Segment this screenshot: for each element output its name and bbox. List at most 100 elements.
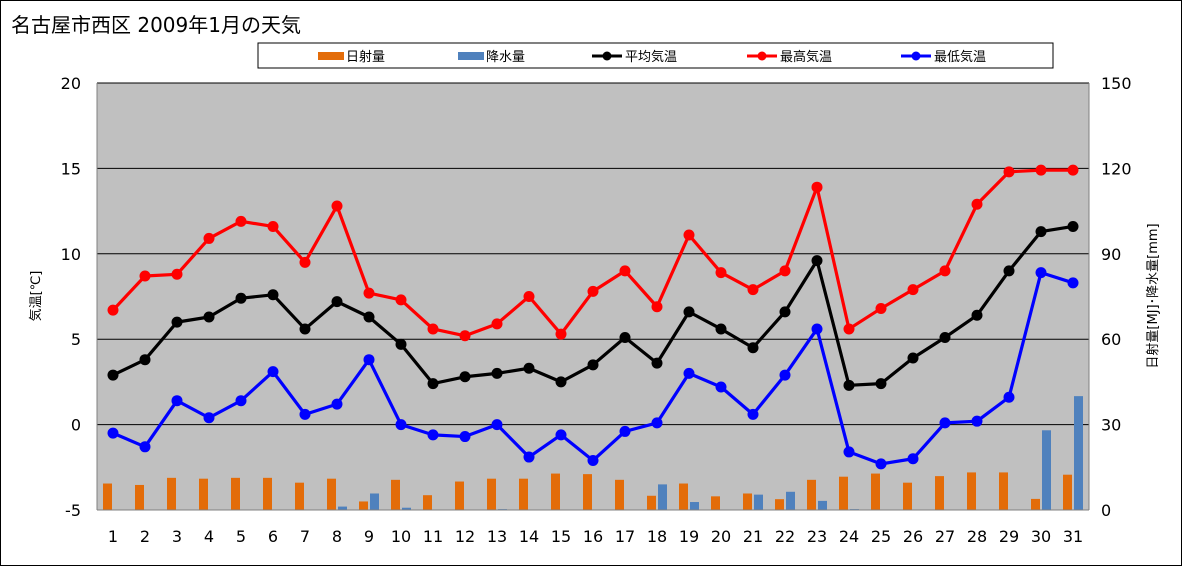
x-tick-label: 20 [711,527,731,546]
max-temp-point [843,323,855,335]
y-left-tick-label: 10 [61,245,81,264]
min-temp-point [459,431,471,443]
bar-precip [754,494,763,510]
max-temp-point [363,287,375,299]
x-tick-label: 4 [204,527,214,546]
x-tick-label: 24 [839,527,859,546]
max-temp-point [587,285,599,297]
min-temp-point [587,454,599,466]
y-left-tick-label: 5 [71,330,81,349]
avg-temp-point [267,289,279,301]
bar-precip [786,491,795,510]
min-temp-point [203,412,215,424]
x-tick-label: 8 [332,527,342,546]
left-tick-labels: -5 0 5 10 15 20 [61,74,81,520]
max-temp-point [971,198,983,210]
max-temp-point [683,229,695,241]
avg-temp-point [587,359,599,371]
avg-temp-point [523,362,535,374]
min-temp-point [1035,267,1047,279]
y-right-tick-label: 120 [1101,159,1132,178]
y-right-tick-label: 60 [1101,330,1121,349]
x-tick-label: 16 [583,527,603,546]
avg-temp-point [907,352,919,364]
gridlines [97,82,1089,426]
bar-solar [935,476,944,510]
x-tick-label: 9 [364,527,374,546]
x-tick-label: 26 [903,527,923,546]
bar-solar [679,483,688,510]
x-tick-label: 19 [679,527,699,546]
x-tick-label: 11 [423,527,443,546]
bar-solar [423,495,432,510]
axes [96,83,1090,511]
bar-precip [690,502,699,510]
y-right-tick-label: 90 [1101,245,1121,264]
avg-temp-point [427,378,439,390]
bar-precip [818,500,827,510]
x-tick-label: 18 [647,527,667,546]
max-temp-point [299,256,311,268]
max-temp-point [491,318,503,330]
min-temp-point [235,395,247,407]
x-tick-label: 2 [140,527,150,546]
min-temp-point [331,398,343,410]
x-tick-labels: 1 2 3 4 5 6 7 8 9 10 11 12 13 14 15 16 17 18 19 20 21 22 23 24 2… [108,527,1083,546]
min-temp-point [779,369,791,381]
avg-temp-point [139,354,151,366]
bar-precip [338,506,347,510]
x-tick-label: 15 [551,527,571,546]
avg-temp-point [779,306,791,318]
lines [107,164,1079,470]
avg-temp-point [363,311,375,323]
min-temp-point [363,354,375,366]
max-temp-point [427,323,439,335]
y-right-tick-label: 30 [1101,416,1121,435]
x-tick-label: 17 [615,527,635,546]
min-temp-point [107,427,119,439]
x-tick-label: 30 [1031,527,1051,546]
max-temp-point [619,265,631,277]
min-temp-point [523,451,535,463]
bar-solar [391,479,400,510]
legend: 日射量 降水量 平均気温 最高気温 最低気温 [257,42,1054,69]
legend-swatch [318,52,344,60]
x-tick-label: 29 [999,527,1019,546]
min-temp-point [427,429,439,441]
avg-temp-point [843,379,855,391]
x-tick-label: 31 [1063,527,1083,546]
x-tick-label: 7 [300,527,310,546]
chart-title: 名古屋市西区 2009年1月の天気 [11,13,301,37]
avg-temp-point [235,292,247,304]
avg-temp-point [1067,220,1079,232]
bar-solar [1031,498,1040,510]
min-temp-point [171,395,183,407]
max-temp-point [907,284,919,296]
max-temp-point [395,294,407,306]
avg-temp-point [107,369,119,381]
min-temp-point [139,441,151,453]
x-tick-label: 10 [391,527,411,546]
min-temp-point [299,408,311,420]
bar-solar [967,472,976,510]
avg-temp-point [395,338,407,350]
min-temp-point [491,419,503,431]
max-temp-point [939,265,951,277]
y-left-tick-label: 15 [61,159,81,178]
avg-temp-point [971,309,983,321]
bar-solar [327,478,336,510]
bar-solar [103,483,112,510]
min-temp-point [715,381,727,393]
bar-solar [263,477,272,510]
max-temp-point [1035,164,1047,176]
bar-solar [615,479,624,510]
bar-precip [658,484,667,510]
min-temp-point [747,408,759,420]
bar-solar [455,481,464,510]
bar-solar [839,476,848,510]
bar-solar [999,472,1008,510]
min-temp-point [1003,391,1015,403]
max-temp-point [523,291,535,302]
avg-temp-point [875,378,887,390]
